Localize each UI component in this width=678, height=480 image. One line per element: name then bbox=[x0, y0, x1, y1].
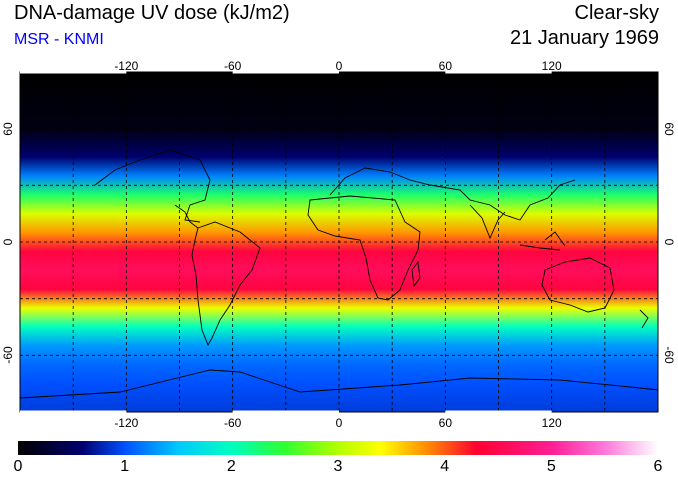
latitude-tick-label: -60 bbox=[662, 346, 676, 364]
map-plot-area bbox=[20, 72, 658, 412]
gridlines bbox=[20, 72, 658, 412]
longitude-tick-label: 120 bbox=[541, 59, 562, 73]
map-title: DNA-damage UV dose (kJ/m2) bbox=[14, 2, 290, 24]
longitude-tick-label: -120 bbox=[114, 59, 139, 73]
coastline-segment bbox=[20, 369, 658, 399]
coastline-segment bbox=[411, 260, 421, 288]
coastline-segment bbox=[519, 244, 561, 251]
coastline-segment bbox=[174, 204, 199, 229]
latitude-tick-label: 60 bbox=[662, 121, 676, 136]
latitude-tick-label: 60 bbox=[1, 121, 15, 136]
coastline-segment bbox=[639, 309, 649, 329]
coastlines bbox=[20, 149, 658, 399]
coastline-segment bbox=[329, 167, 576, 221]
source-label: MSR - KNMI bbox=[14, 31, 104, 48]
longitude-tick-label: 0 bbox=[335, 416, 343, 430]
longitude-tick-label: 0 bbox=[335, 59, 343, 73]
colorbar-tick-label: 0 bbox=[13, 458, 23, 475]
colorbar-tick-label: 2 bbox=[226, 458, 236, 475]
date-label: 21 January 1969 bbox=[509, 27, 659, 49]
coastline-segment bbox=[307, 195, 421, 301]
longitude-tick-label: -120 bbox=[114, 416, 139, 430]
frame-ticks bbox=[20, 70, 552, 414]
longitude-tick-label: 60 bbox=[438, 416, 453, 430]
longitude-tick-label: 60 bbox=[438, 59, 453, 73]
colorbar-tick-label: 1 bbox=[120, 458, 130, 475]
longitude-tick-label: 120 bbox=[541, 416, 562, 430]
colorbar-tick-label: 4 bbox=[440, 458, 450, 475]
latitude-tick-label: 0 bbox=[662, 238, 676, 246]
coastline-segment bbox=[94, 149, 211, 223]
colorbar-tick-label: 3 bbox=[333, 458, 343, 475]
colorbar bbox=[18, 441, 658, 455]
colorbar-tick-label: 5 bbox=[546, 458, 556, 475]
latitude-tick-label: -60 bbox=[1, 346, 15, 364]
colorbar-tick-label: 6 bbox=[653, 458, 663, 475]
coastline-segment bbox=[469, 204, 506, 240]
coastline-segment bbox=[191, 221, 261, 347]
longitude-tick-label: -60 bbox=[223, 416, 242, 430]
coastline-segment bbox=[544, 231, 566, 247]
sky-condition-label: Clear-sky bbox=[574, 2, 659, 24]
longitude-tick-label: -60 bbox=[223, 59, 242, 73]
latitude-tick-label: 0 bbox=[1, 238, 15, 246]
